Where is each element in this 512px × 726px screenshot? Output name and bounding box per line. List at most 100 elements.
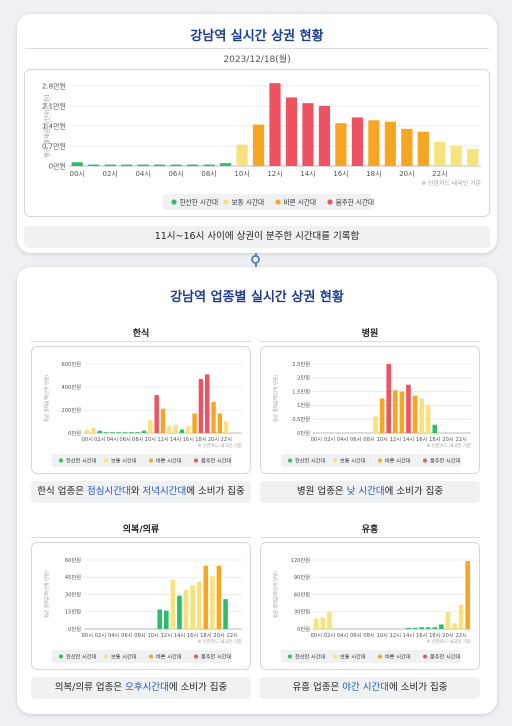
clothing-chart: 0만원 15만원 30만원 45만원 60만원 평균 결제금액(단위:만원) 00시 02시 0…	[31, 542, 251, 670]
legend-dot	[59, 654, 63, 659]
bar	[386, 364, 392, 433]
legend-dot	[378, 654, 382, 659]
bar	[384, 121, 396, 166]
x-tick-label: 08시	[201, 170, 216, 178]
bar	[452, 623, 457, 629]
bar	[327, 611, 332, 629]
x-tick-label: 22시	[455, 437, 467, 443]
x-tick-label: 10시	[147, 633, 159, 639]
bar	[223, 599, 228, 629]
y-tick-label: 2.1만원	[42, 101, 66, 110]
overview-chart: 0만원 0.7만원 1.4만원 2.1만원 2.8만원 평균 결제금액(단위:만원) 00시…	[24, 69, 490, 217]
bar	[223, 421, 229, 433]
summary-highlight: 오후시간대	[125, 682, 169, 693]
source-note: ※ 신한카드 내국인 기준	[427, 442, 471, 449]
bar	[210, 576, 215, 629]
x-tick-label: 02시	[103, 170, 118, 178]
bar	[84, 429, 90, 433]
x-tick-label: 14시	[170, 437, 182, 443]
bar	[157, 609, 163, 629]
y-tick-label: 0만원	[68, 625, 81, 633]
clothing-title: 의복/의류	[122, 525, 160, 535]
x-tick-label: 06시	[168, 170, 183, 178]
source-note: ※ 신한카드 내국인 기준	[421, 179, 481, 187]
y-tick-label: 400만원	[62, 383, 82, 391]
y-axis-label: 평균 결제금액(단위:만원)	[272, 375, 279, 422]
legend-dot	[194, 654, 198, 659]
y-tick-label: 200만원	[62, 406, 82, 414]
bar	[285, 97, 298, 166]
legend-dot	[423, 458, 427, 463]
legend-label: 보통 시간대	[232, 197, 264, 206]
connector-dot	[251, 255, 260, 264]
bar	[170, 579, 176, 629]
y-tick-label: 30만원	[65, 590, 81, 598]
y-tick-label: 2만원	[297, 374, 310, 382]
bar	[368, 120, 380, 166]
summary-highlight: 점심시간대	[87, 486, 131, 497]
y-tick-label: 0.5만원	[292, 415, 310, 423]
legend-dot	[149, 458, 153, 463]
overview-title: 강남역 실시간 상권 현황	[190, 29, 324, 44]
legend-label: 보통 시간대	[111, 652, 137, 660]
legend-label: 붐주한 시간대	[430, 456, 461, 464]
legend-dot	[275, 199, 281, 205]
summary-text: 한식 업종은	[37, 486, 88, 497]
bar	[88, 164, 100, 166]
x-tick-label: 06시	[121, 633, 133, 639]
legend-label: 보통 시간대	[340, 652, 366, 660]
y-tick-label: 600만원	[62, 360, 82, 368]
summary-text: 에 소비가 집중	[389, 682, 448, 693]
summary-text: 에 소비가 집중	[186, 486, 245, 497]
x-tick-label: 12시	[161, 633, 173, 639]
entertainment-divider	[260, 537, 480, 538]
y-tick-label: 0만원	[49, 161, 66, 170]
summary-text: 와	[130, 486, 143, 497]
x-tick-label: 20시	[399, 170, 414, 178]
x-tick-label: 08시	[363, 633, 375, 639]
x-tick-label: 20시	[442, 633, 454, 639]
legend-label: 붐주한 시간대	[336, 197, 375, 206]
bar	[173, 424, 178, 433]
summary-text: 에 소비가 집중	[168, 682, 228, 693]
bar	[163, 610, 169, 629]
title-divider	[25, 48, 489, 49]
legend-dot	[171, 199, 177, 205]
legend-dot	[194, 458, 198, 463]
x-tick-label: 18시	[429, 437, 441, 443]
bar	[160, 408, 166, 433]
x-tick-label: 10시	[145, 437, 157, 443]
bar	[104, 164, 116, 166]
summary-highlight: 저녁시간대	[142, 486, 187, 497]
summary-highlight: 낮 시간대	[346, 486, 385, 497]
bar	[205, 374, 210, 433]
summary-text: 병원 업종은	[296, 486, 347, 497]
y-tick-label: 0만원	[68, 429, 81, 437]
industry-title: 강남역 업종별 실시간 상권 현황	[170, 290, 344, 305]
x-tick-label: 22시	[432, 170, 447, 178]
x-tick-label: 18시	[366, 170, 381, 178]
hospital-chart: 0만원 0.5만원 1만원 1.5만원 2만원 2.5만원 평균 결제금액(단위:만원) 00…	[260, 346, 480, 474]
bar	[379, 398, 385, 433]
legend-dot	[378, 458, 382, 463]
bar	[419, 398, 424, 433]
x-tick-label: 16시	[187, 633, 199, 639]
legend-dot	[59, 458, 63, 463]
hospital-title: 병원	[361, 329, 379, 339]
overview-summary: 11시~16시 사이에 상권이 분주한 시간대를 기록함	[24, 226, 490, 248]
clothing-divider	[31, 537, 251, 538]
bar	[302, 103, 314, 166]
bar	[412, 395, 418, 433]
bar	[412, 627, 418, 629]
bar	[406, 384, 411, 433]
legend-label: 바쁜 시간대	[385, 652, 411, 660]
x-tick-label: 20시	[213, 633, 225, 639]
y-tick-label: 0만원	[297, 429, 310, 437]
x-tick-label: 18시	[195, 437, 207, 443]
legend-dot	[327, 199, 333, 205]
legend-label: 붐주한 시간대	[201, 456, 232, 464]
